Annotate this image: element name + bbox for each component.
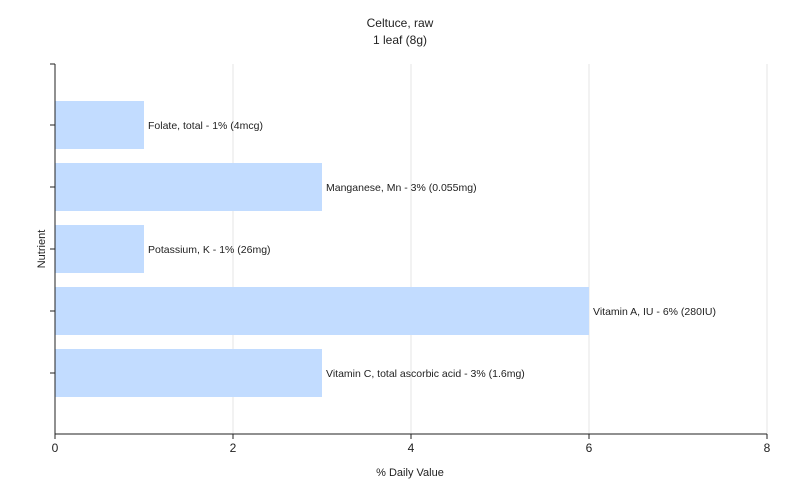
chart-subtitle: 1 leaf (8g) (373, 33, 427, 47)
x-tick-label-3: 6 (586, 441, 593, 455)
bar-2 (55, 225, 144, 273)
x-tick-label-0: 0 (52, 441, 59, 455)
x-tick-label-4: 8 (764, 441, 771, 455)
chart-title: Celtuce, raw (367, 16, 434, 30)
x-tick-label-1: 2 (230, 441, 237, 455)
bar-labels: Folate, total - 1% (4mcg) Manganese, Mn -… (148, 120, 716, 380)
bar-label-4: Vitamin C, total ascorbic acid - 3% (1.6… (326, 368, 525, 380)
bars (55, 101, 589, 397)
y-axis-label: Nutrient (36, 230, 48, 269)
bar-label-2: Potassium, K - 1% (26mg) (148, 244, 271, 256)
bar-0 (55, 101, 144, 149)
bar-label-3: Vitamin A, IU - 6% (280IU) (593, 306, 716, 318)
bar-4 (55, 349, 322, 397)
bar-label-1: Manganese, Mn - 3% (0.055mg) (326, 182, 477, 194)
bar-1 (55, 163, 322, 211)
bar-label-0: Folate, total - 1% (4mcg) (148, 120, 263, 132)
x-axis-label: % Daily Value (376, 467, 444, 479)
bar-3 (55, 287, 589, 335)
axes: 0 2 4 6 8 (50, 63, 771, 455)
x-tick-label-2: 4 (408, 441, 415, 455)
